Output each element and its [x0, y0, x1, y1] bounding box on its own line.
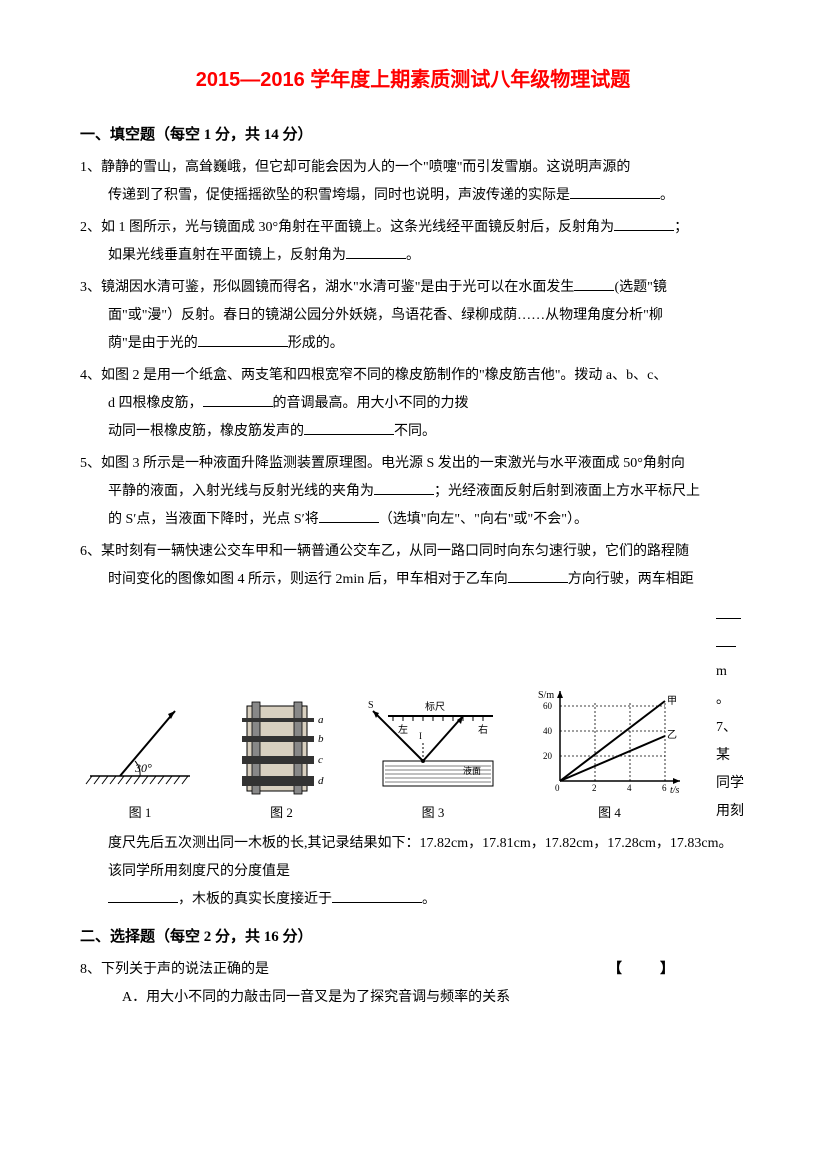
- svg-text:20: 20: [543, 751, 553, 761]
- q3-blank2[interactable]: [198, 332, 288, 347]
- q6-period: 。: [716, 692, 730, 707]
- svg-text:左: 左: [398, 723, 408, 736]
- question-7: 度尺先后五次测出同一木板的长,其记录结果如下：17.82cm，17.81cm，1…: [80, 830, 746, 914]
- q7-line1: 度尺先后五次测出同一木板的长,其记录结果如下：17.82cm，17.81cm，1…: [108, 836, 733, 851]
- svg-text:0: 0: [555, 783, 560, 793]
- q7-line3c: 。: [422, 892, 436, 907]
- q6-line2b: 方向行驶，两车相距: [568, 572, 694, 587]
- svg-text:60: 60: [543, 701, 553, 711]
- q1-line1: 1、静静的雪山，高耸巍峨，但它却可能会因为人的一个"喷嚏"而引发雪崩。这说明声源…: [80, 154, 630, 182]
- q8-bracket[interactable]: 【 】: [608, 956, 686, 984]
- q4-line3b: 不同。: [394, 424, 436, 439]
- svg-text:d: d: [318, 775, 324, 787]
- q4-line3a: 动同一根橡皮筋，橡皮筋发声的: [108, 424, 304, 439]
- q2-line1: 2、如 1 图所示，光与镜面成 30°角射在平面镜上。这条光线经平面镜反射后，反…: [80, 220, 614, 235]
- question-2: 2、如 1 图所示，光与镜面成 30°角射在平面镜上。这条光线经平面镜反射后，反…: [80, 214, 746, 270]
- question-3: 3、镜湖因水清可鉴，形似圆镜而得名，湖水"水清可鉴"是由于光可以在水面发生 (选题…: [80, 274, 746, 358]
- q5-line1: 5、如图 3 所示是一种液面升降监测装置原理图。电光源 S 发出的一束激光与水平…: [80, 456, 685, 471]
- q3-line2: 面"或"漫"）反射。春日的镜湖公园分外妖娆，鸟语花香、绿柳成荫……从物理角度分析…: [108, 308, 663, 323]
- q7-side1: 7、某: [716, 720, 737, 763]
- q5-line2a: 平静的液面，入射光线与反射光线的夹角为: [108, 484, 374, 499]
- svg-text:c: c: [318, 754, 323, 766]
- q6-blank2[interactable]: [716, 604, 741, 619]
- q7-side3: 用刻: [716, 804, 744, 819]
- q5-line3a: 的 S′点，当液面下降时，光点 S′将: [108, 512, 319, 527]
- svg-text:右: 右: [478, 723, 488, 736]
- figure-4-svg: S/m t/s 20 40 60 0 2 4 6 甲 乙: [535, 686, 685, 796]
- q3-line3a: 荫"是由于光的: [108, 336, 198, 351]
- svg-text:液面: 液面: [463, 765, 481, 776]
- figure-4-label: 图 4: [535, 800, 685, 826]
- figure-2-label: 图 2: [232, 800, 332, 826]
- q7-line3b: ，木板的真实长度接近于: [178, 892, 332, 907]
- side-text-column: m 。 7、某 同学 用刻: [716, 602, 746, 826]
- section2-header: 二、选择题（每空 2 分，共 16 分）: [80, 922, 746, 952]
- q2-line2: 如果光线垂直射在平面镜上，反射角为: [108, 248, 346, 263]
- svg-text:30°: 30°: [134, 761, 152, 775]
- q7-blank2[interactable]: [332, 888, 422, 903]
- q3-line1b: (选题"镜: [614, 280, 666, 295]
- section1-header: 一、填空题（每空 1 分，共 14 分）: [80, 120, 746, 150]
- svg-text:S/m: S/m: [538, 690, 554, 701]
- page-title: 2015—2016 学年度上期素质测试八年级物理试题: [80, 60, 746, 100]
- q2-line1-end: ；: [674, 220, 688, 235]
- figures-row: 30° 图 1 a b c d 图 2: [80, 602, 746, 826]
- figure-1-label: 图 1: [80, 800, 200, 826]
- question-1: 1、静静的雪山，高耸巍峨，但它却可能会因为人的一个"喷嚏"而引发雪崩。这说明声源…: [80, 154, 746, 210]
- figure-3-block: 标尺 左 右 液面 S I 图 3: [363, 696, 503, 826]
- q4-line2b: 的音调最高。用大小不同的力拨: [273, 396, 469, 411]
- q6-blank1[interactable]: [508, 568, 568, 583]
- svg-text:40: 40: [543, 726, 553, 736]
- svg-text:t/s: t/s: [670, 785, 680, 796]
- q3-line3b: 形成的。: [288, 336, 344, 351]
- question-6: 6、某时刻有一辆快速公交车甲和一辆普通公交车乙，从同一路口同时向东匀速行驶，它们…: [80, 538, 746, 594]
- q8-option-a: A．用大小不同的力敲击同一音叉是为了探究音调与频率的关系: [80, 984, 746, 1012]
- figure-3-label: 图 3: [363, 800, 503, 826]
- q4-line1: 4、如图 2 是用一个纸盒、两支笔和四根宽窄不同的橡皮筋制作的"橡皮筋吉他"。拨…: [80, 368, 667, 383]
- svg-text:I: I: [419, 731, 422, 741]
- svg-text:4: 4: [627, 783, 632, 793]
- question-8: 8、下列关于声的说法正确的是 【 】 A．用大小不同的力敲击同一音叉是为了探究音…: [80, 956, 746, 1012]
- q4-blank2[interactable]: [304, 420, 394, 435]
- q5-blank1[interactable]: [374, 480, 434, 495]
- q6-unit-m: m: [716, 664, 727, 679]
- svg-text:S: S: [368, 700, 374, 711]
- svg-text:甲: 甲: [667, 696, 677, 707]
- q4-blank1[interactable]: [203, 392, 273, 407]
- q1-blank[interactable]: [570, 184, 660, 199]
- figure-2-svg: a b c d: [232, 696, 332, 796]
- q6-line1: 6、某时刻有一辆快速公交车甲和一辆普通公交车乙，从同一路口同时向东匀速行驶，它们…: [80, 544, 689, 559]
- question-5: 5、如图 3 所示是一种液面升降监测装置原理图。电光源 S 发出的一束激光与水平…: [80, 450, 746, 534]
- figure-4-block: S/m t/s 20 40 60 0 2 4 6 甲 乙 图 4: [535, 686, 685, 826]
- figure-1-svg: 30°: [80, 696, 200, 796]
- q7-line2: 该同学所用刻度尺的分度值是: [108, 864, 290, 879]
- q2-blank2[interactable]: [346, 244, 406, 259]
- q5-blank2[interactable]: [319, 508, 379, 523]
- q5-line2b: ；光经液面反射后射到液面上方水平标尺上: [434, 484, 700, 499]
- svg-text:2: 2: [592, 783, 597, 793]
- q2-line2-end: 。: [406, 248, 420, 263]
- figure-2-block: a b c d 图 2: [232, 696, 332, 826]
- q4-line2a: d 四根橡皮筋，: [108, 396, 203, 411]
- q5-line3b: （选填"向左"、"向右"或"不会"）。: [379, 512, 588, 527]
- q7-blank1[interactable]: [108, 888, 178, 903]
- q7-side2: 同学: [716, 776, 744, 791]
- svg-text:b: b: [318, 733, 324, 745]
- q3-line1a: 3、镜湖因水清可鉴，形似圆镜而得名，湖水"水清可鉴"是由于光可以在水面发生: [80, 280, 574, 295]
- q1-line2: 传递到了积雪，促使摇摇欲坠的积雪垮塌，同时也说明，声波传递的实际是: [108, 188, 570, 203]
- q6-blank3[interactable]: [716, 632, 736, 647]
- q2-blank1[interactable]: [614, 216, 674, 231]
- question-4: 4、如图 2 是用一个纸盒、两支笔和四根宽窄不同的橡皮筋制作的"橡皮筋吉他"。拨…: [80, 362, 746, 446]
- q8-stem: 8、下列关于声的说法正确的是: [80, 962, 269, 977]
- q1-line2-end: 。: [660, 188, 674, 203]
- svg-text:6: 6: [662, 783, 667, 793]
- q6-line2a: 时间变化的图像如图 4 所示，则运行 2min 后，甲车相对于乙车向: [108, 572, 508, 587]
- svg-text:a: a: [318, 714, 324, 726]
- q3-blank1[interactable]: [574, 276, 614, 291]
- svg-text:标尺: 标尺: [425, 701, 445, 713]
- svg-text:乙: 乙: [667, 729, 677, 741]
- figure-3-svg: 标尺 左 右 液面 S I: [363, 696, 503, 796]
- figure-1-block: 30° 图 1: [80, 696, 200, 826]
